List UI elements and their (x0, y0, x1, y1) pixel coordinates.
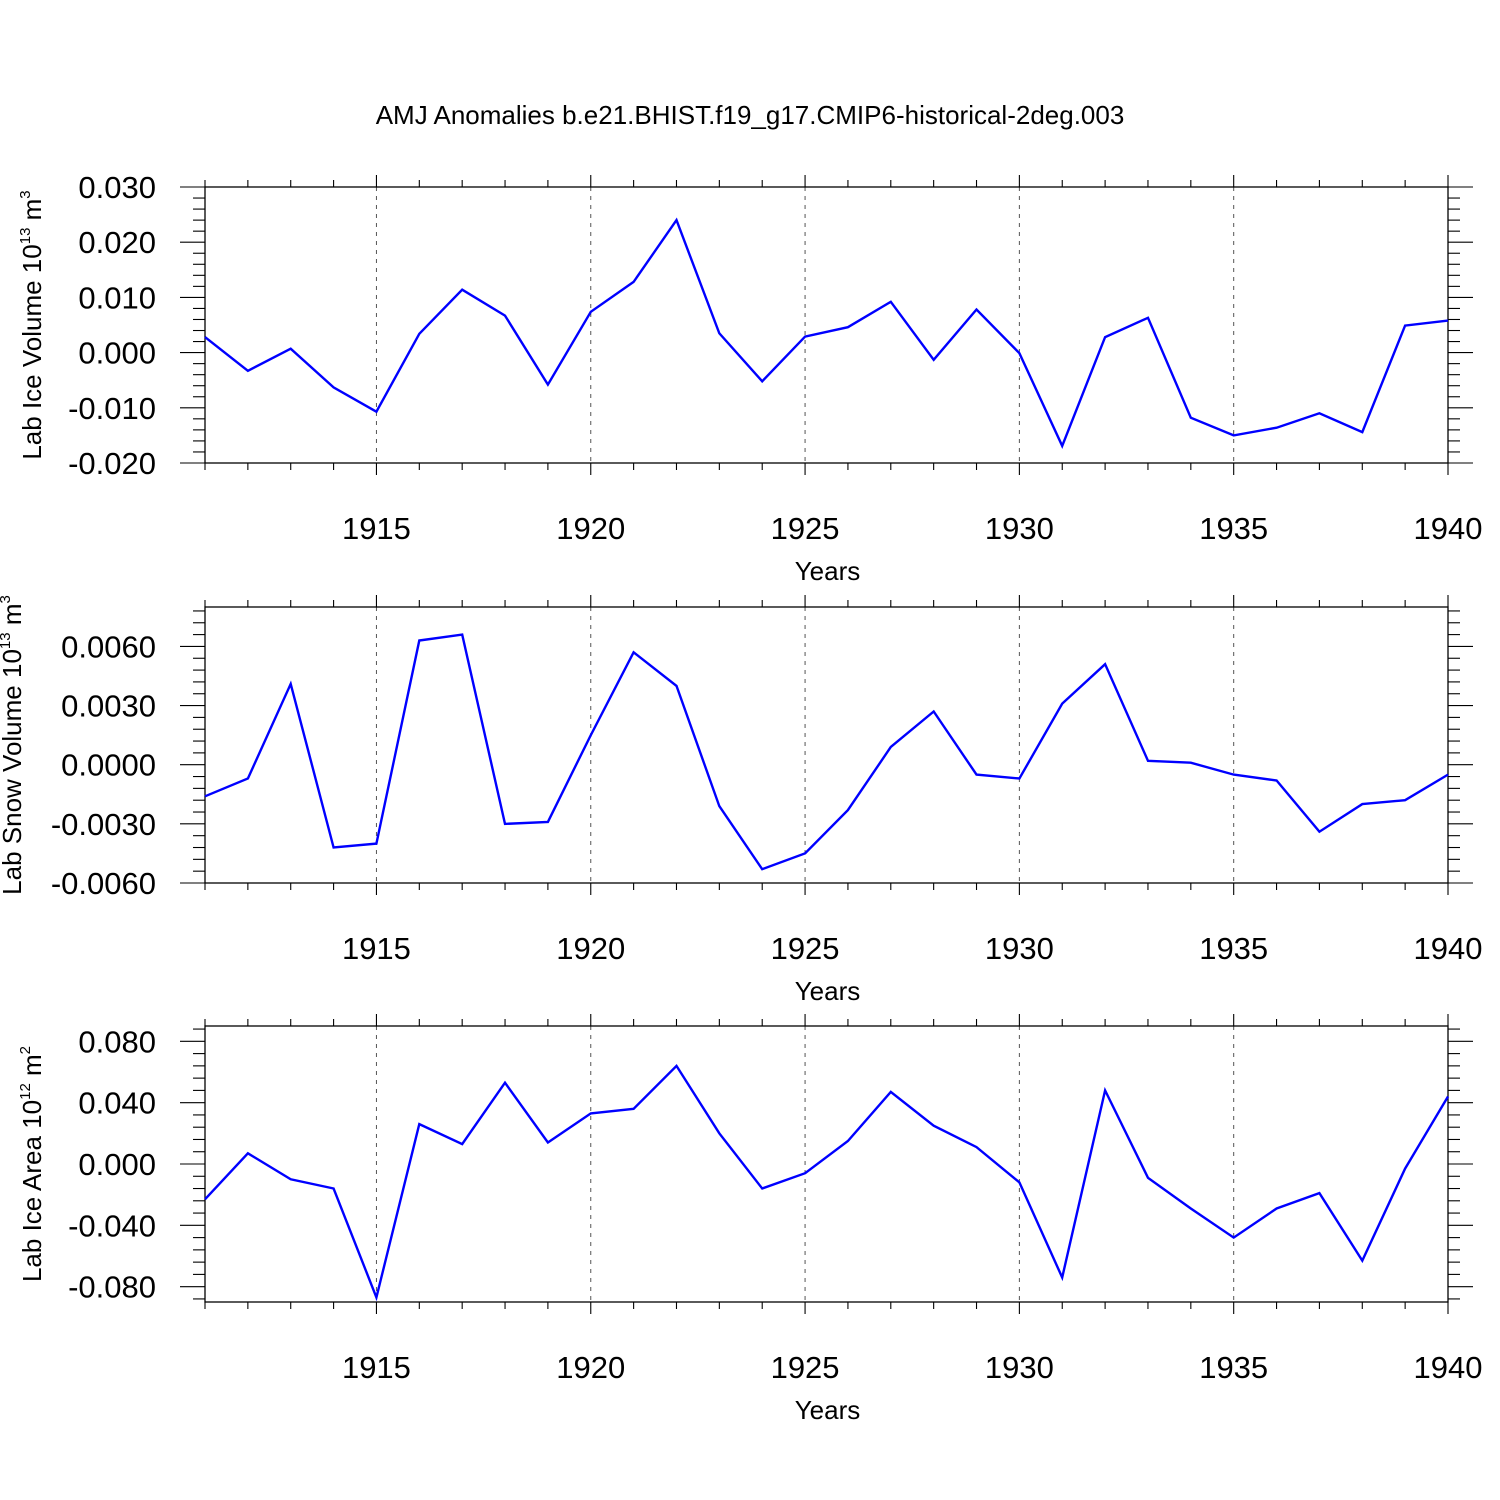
y-axis-label-unit-exponent: 3 (0, 595, 14, 603)
x-tick-label: 1925 (771, 1350, 840, 1385)
y-tick-label: 0.040 (78, 1086, 156, 1121)
x-axis-label: Years (795, 1395, 861, 1425)
x-tick-label: 1930 (985, 1350, 1054, 1385)
panels: -0.020 -0.010 0.000 0.010 0.020 0.030 1915 1920… (0, 170, 1482, 1425)
plot-frame (204, 606, 1449, 884)
x-tick-label: 1920 (556, 511, 625, 546)
series-line (204, 217, 1449, 449)
y-axis-label-unit: m (17, 1054, 47, 1083)
y-axis-label-unit: m (0, 604, 27, 633)
chart-title: AMJ Anomalies b.e21.BHIST.f19_g17.CMIP6-… (376, 100, 1125, 130)
x-tick-label: 1930 (985, 511, 1054, 546)
x-tick-label: 1940 (1414, 511, 1483, 546)
y-tick-label: 0.000 (78, 1147, 156, 1182)
y-tick-label: 0.020 (78, 225, 156, 260)
x-tick-label: 1915 (342, 931, 411, 966)
x-tick-label: 1920 (556, 931, 625, 966)
series-line (204, 1063, 1450, 1302)
x-tick-label: 1940 (1414, 1350, 1483, 1385)
y-tick-label: 0.030 (78, 170, 156, 205)
y-axis-label-text: Lab Ice Area 10 (17, 1100, 47, 1282)
y-tick-label: 0.0000 (61, 748, 156, 783)
y-axis-label: Lab Ice Volume 1013 m3 (17, 190, 47, 459)
y-tick-label: 0.0030 (61, 689, 156, 724)
y-axis-label-exponent: 13 (17, 228, 34, 245)
x-tick-label: 1920 (556, 1350, 625, 1385)
x-tick-label: 1940 (1414, 931, 1483, 966)
panel-1: -0.020 -0.010 0.000 0.010 0.020 0.030 1915 1920… (17, 170, 1482, 586)
x-tick-label: 1935 (1199, 1350, 1268, 1385)
y-axis-label-unit-exponent: 2 (17, 1046, 34, 1054)
y-tick-label: -0.040 (68, 1208, 156, 1243)
plot-frame (204, 186, 1449, 464)
series-line (204, 633, 1449, 871)
y-axis-label-unit: m (17, 199, 47, 228)
x-axis-label: Years (795, 556, 861, 586)
y-axis-label: Lab Snow Volume 1013 m3 (0, 595, 27, 895)
x-tick-label: 1935 (1199, 511, 1268, 546)
x-tick-label: 1925 (771, 931, 840, 966)
y-axis-label-text: Lab Snow Volume 10 (0, 649, 27, 895)
panel-2: -0.0060 -0.0030 0.0000 0.0030 0.0060 1915 1920… (0, 595, 1482, 1006)
y-axis-label-exponent: 12 (17, 1083, 34, 1100)
y-tick-label: 0.0060 (61, 629, 156, 664)
x-tick-label: 1925 (771, 511, 840, 546)
y-axis-label-unit-exponent: 3 (17, 190, 34, 198)
y-tick-label: -0.080 (68, 1270, 156, 1305)
x-tick-label: 1915 (342, 511, 411, 546)
y-axis-label-exponent: 13 (0, 632, 14, 649)
panel-3: -0.080 -0.040 0.000 0.040 0.080 1915 1920 1925 1… (17, 1014, 1482, 1425)
x-tick-label: 1935 (1199, 931, 1268, 966)
x-axis-label: Years (795, 976, 861, 1006)
y-tick-label: -0.010 (68, 391, 156, 426)
y-tick-label: 0.010 (78, 280, 156, 315)
y-axis-label: Lab Ice Area 1012 m2 (17, 1046, 47, 1282)
y-tick-label: 0.000 (78, 336, 156, 371)
y-tick-label: -0.020 (68, 446, 156, 481)
y-axis-label-text: Lab Ice Volume 10 (17, 244, 47, 459)
y-tick-label: -0.0060 (51, 866, 156, 901)
y-tick-label: 0.080 (78, 1024, 156, 1059)
x-tick-label: 1930 (985, 931, 1054, 966)
y-tick-label: -0.0030 (51, 807, 156, 842)
x-tick-label: 1915 (342, 1350, 411, 1385)
